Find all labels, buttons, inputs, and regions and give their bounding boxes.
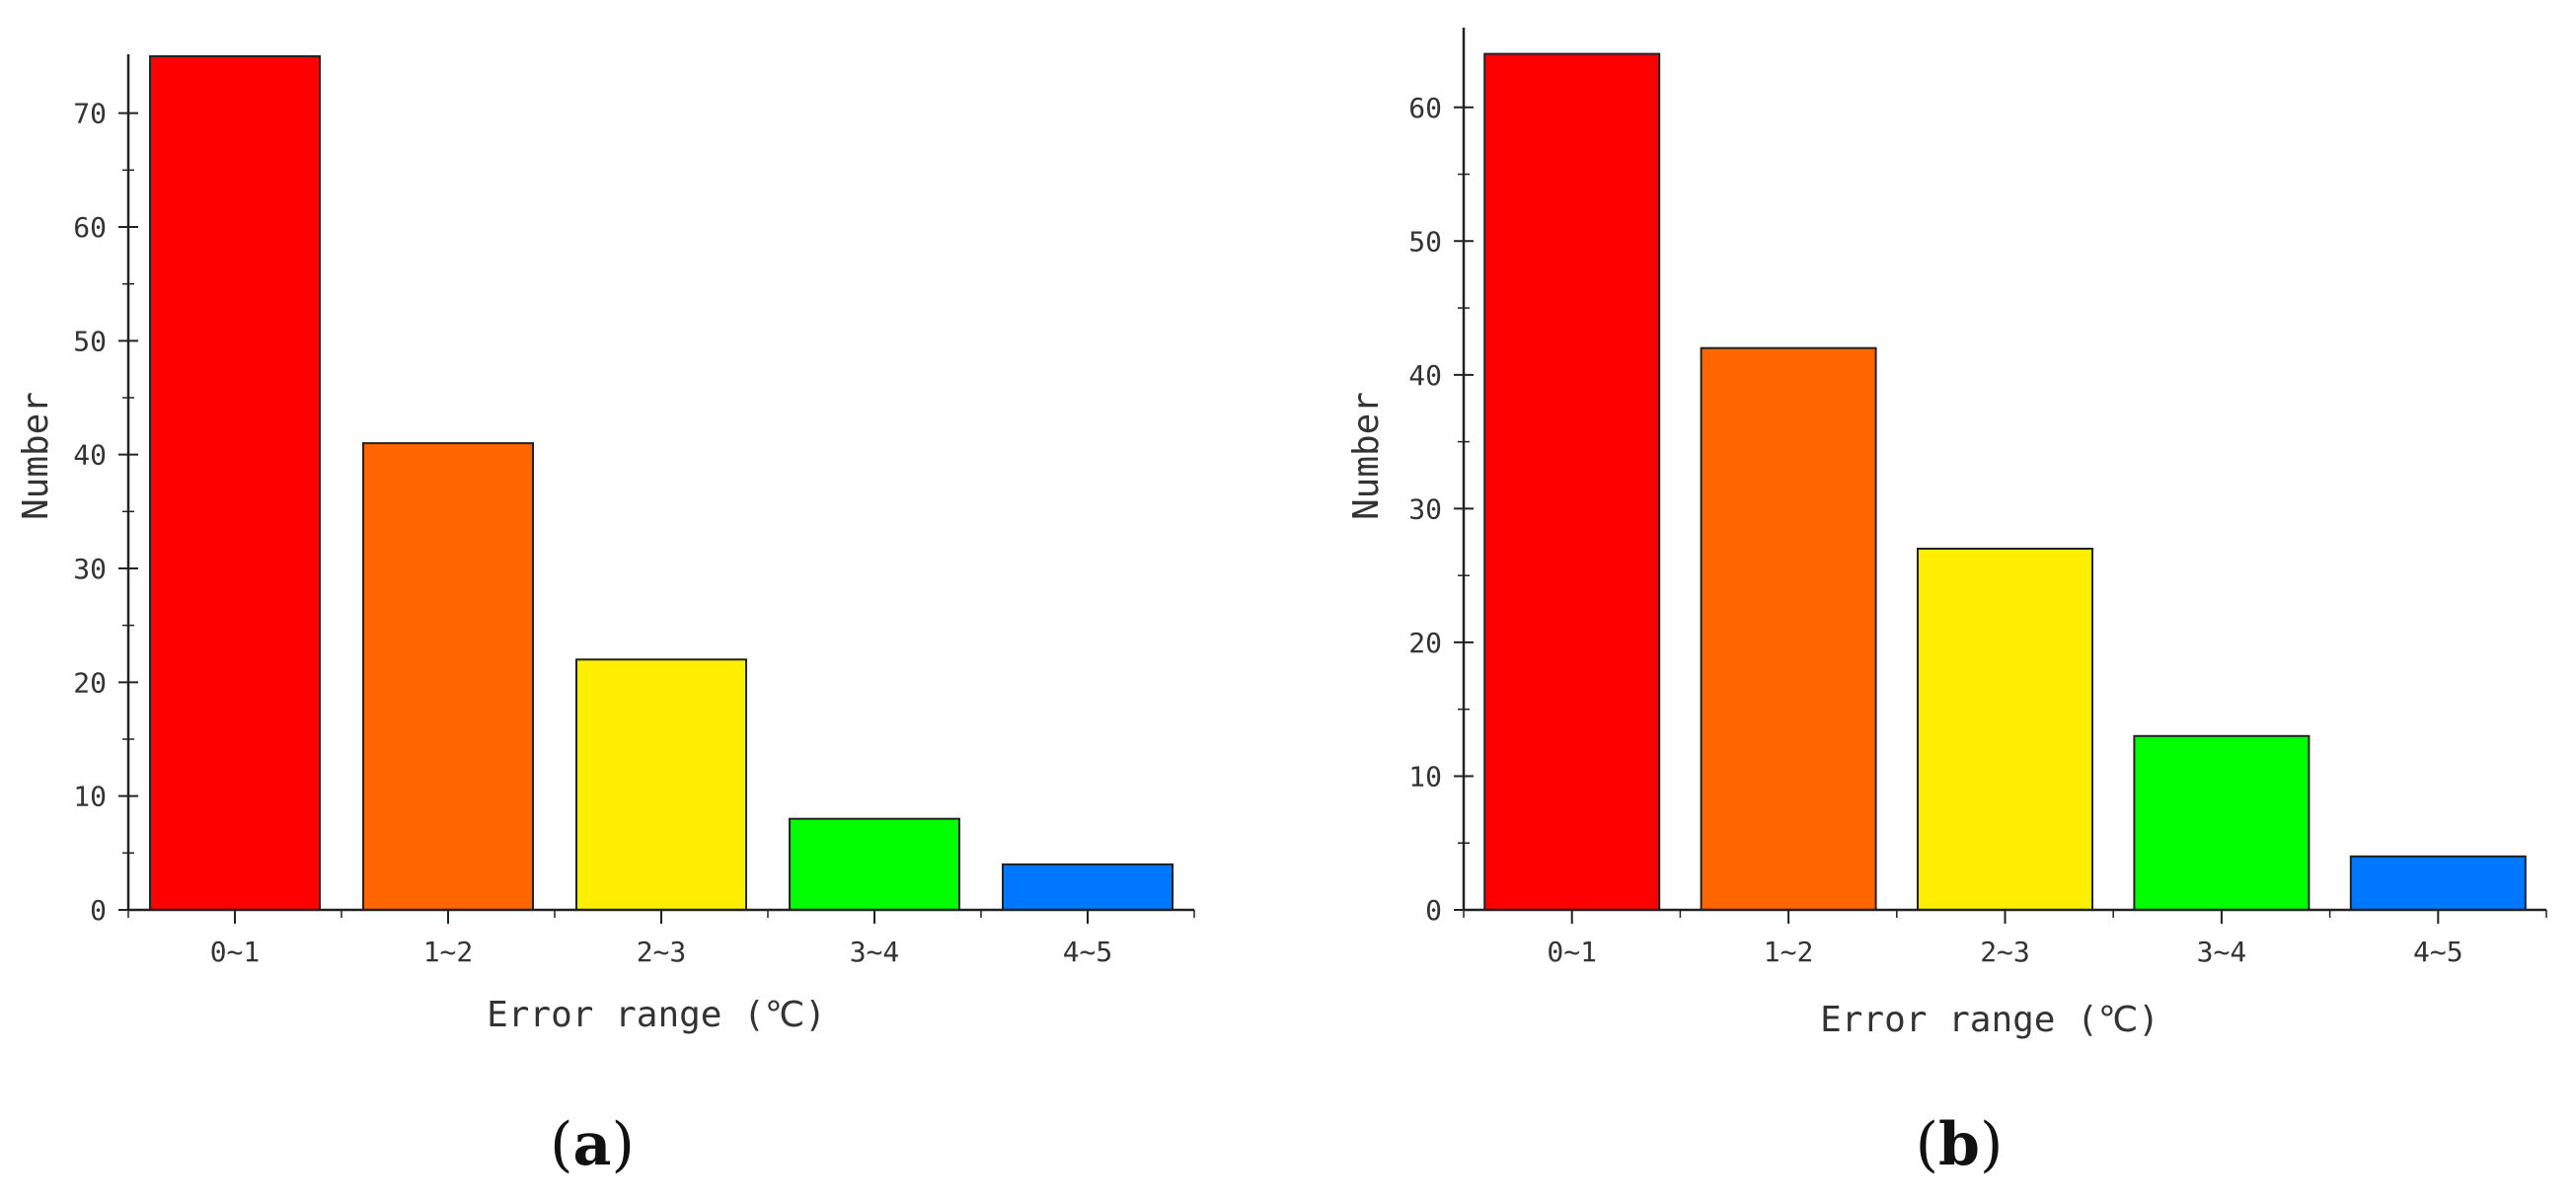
x-tick-label-a-1: 0~1 xyxy=(210,936,261,968)
bars-a xyxy=(149,55,1174,912)
panel-label-b-letter: b xyxy=(1938,1110,1980,1179)
bar-b-5 xyxy=(2349,855,2527,911)
y-tick-label-a-30: 30 xyxy=(73,553,107,585)
bar-a-3 xyxy=(575,658,747,911)
y-tick-label-b-50: 50 xyxy=(1408,225,1442,258)
bar-a-2 xyxy=(362,442,534,911)
y-tick-label-b-30: 30 xyxy=(1408,492,1442,525)
chart-panel-b: 0 10 20 30 40 50 60 0~1 1~2 2~3 3~4 4~5 Error range… xyxy=(1346,28,2547,1179)
bar-a-1 xyxy=(149,55,321,911)
bar-b-3 xyxy=(1917,548,2093,911)
y-tick-label-a-70: 70 xyxy=(73,98,107,130)
y-tick-label-a-60: 60 xyxy=(73,211,107,244)
panel-label-a: (a) xyxy=(550,1110,635,1179)
bar-a-4 xyxy=(789,817,960,912)
ticks-a: 0 10 20 30 40 50 60 70 0~1 1~2 2~3 3~4 4~5 xyxy=(73,98,1195,968)
chart-panel-a: 0 10 20 30 40 50 60 70 0~1 1~2 2~3 3~4 4~5 Error ran… xyxy=(16,54,1195,1179)
y-tick-label-b-40: 40 xyxy=(1408,359,1442,392)
panel-label-b: (b) xyxy=(1916,1110,2004,1179)
x-axis-title-b: Error range (℃) xyxy=(1820,1000,2159,1040)
y-tick-label-a-40: 40 xyxy=(73,439,107,472)
x-tick-label-b-2: 1~2 xyxy=(1764,936,1814,968)
x-tick-label-a-4: 3~4 xyxy=(850,936,900,968)
bar-b-2 xyxy=(1700,346,1877,911)
x-tick-label-b-4: 3~4 xyxy=(2197,936,2247,968)
x-tick-label-b-3: 2~3 xyxy=(1980,936,2030,968)
x-tick-label-b-5: 4~5 xyxy=(2413,936,2463,968)
bar-b-1 xyxy=(1483,52,1661,912)
y-axis-title-b: Number xyxy=(1346,392,1387,520)
y-tick-label-a-20: 20 xyxy=(73,666,107,699)
y-tick-label-a-10: 10 xyxy=(73,781,107,813)
y-tick-label-b-20: 20 xyxy=(1408,627,1442,659)
y-axis-title-a: Number xyxy=(16,392,56,520)
x-tick-label-a-5: 4~5 xyxy=(1063,936,1113,968)
x-tick-label-b-1: 0~1 xyxy=(1547,936,1597,968)
bar-a-5 xyxy=(1002,863,1174,912)
bar-b-4 xyxy=(2133,734,2311,911)
ticks-b: 0 10 20 30 40 50 60 0~1 1~2 2~3 3~4 4~5 xyxy=(1408,92,2547,968)
y-tick-label-b-10: 10 xyxy=(1408,760,1442,792)
y-tick-label-a-50: 50 xyxy=(73,325,107,357)
bars-b xyxy=(1483,52,2527,912)
panel-label-a-letter: a xyxy=(573,1110,612,1179)
y-tick-label-b-0: 0 xyxy=(1425,894,1442,927)
y-tick-label-a-0: 0 xyxy=(90,894,107,927)
x-axis-title-a: Error range (℃) xyxy=(487,995,826,1035)
x-tick-label-a-3: 2~3 xyxy=(637,936,687,968)
y-tick-label-b-60: 60 xyxy=(1408,92,1442,124)
x-tick-label-a-2: 1~2 xyxy=(423,936,474,968)
